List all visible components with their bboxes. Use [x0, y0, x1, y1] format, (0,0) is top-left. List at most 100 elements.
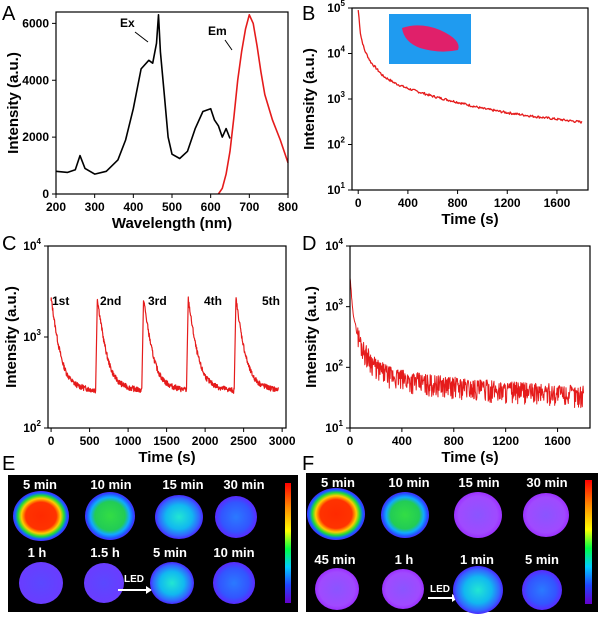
photo-e-label: 30 min — [223, 477, 264, 492]
led-arrow-head — [146, 586, 152, 594]
x-tick-label: 500 — [162, 200, 182, 214]
x-tick-label: 600 — [201, 200, 221, 214]
annotation-ex: Ex — [120, 16, 135, 30]
cycle-label: 5th — [262, 294, 280, 308]
sample-photo-glow — [402, 25, 459, 52]
x-tick-label: 1600 — [544, 434, 571, 448]
y-tick-label: 103 — [325, 298, 343, 314]
panel-letter-a: A — [2, 3, 16, 25]
sample-disc — [453, 566, 503, 614]
sample-disc — [381, 492, 429, 538]
y-tick-label: 102 — [23, 419, 41, 435]
color-scale-bar — [585, 480, 592, 604]
y-axis-label: Intensity (a.u.) — [5, 52, 22, 154]
series-line — [55, 14, 231, 175]
x-tick-label: 800 — [278, 200, 298, 214]
y-tick-label: 103 — [327, 90, 345, 106]
y-tick-label: 102 — [325, 358, 343, 374]
x-axis-label: Time (s) — [138, 449, 195, 466]
photo-e-label: 10 min — [213, 545, 254, 560]
sample-disc — [215, 496, 257, 538]
sample-disc — [150, 562, 194, 604]
x-tick-label: 300 — [85, 200, 105, 214]
series-line — [357, 10, 583, 124]
x-tick-label: 400 — [398, 196, 418, 210]
sample-disc — [454, 492, 502, 538]
plot-frame — [47, 245, 287, 429]
photo-f-label: 5 min — [321, 475, 355, 490]
x-tick-label: 400 — [392, 434, 412, 448]
photo-e-label: 5 min — [153, 545, 187, 560]
y-tick-label: 102 — [327, 136, 345, 152]
y-tick-label: 101 — [325, 419, 343, 435]
x-tick-label: 1200 — [494, 196, 521, 210]
y-tick-label: 104 — [23, 237, 41, 253]
cycle-label: 1st — [52, 294, 69, 308]
sample-disc — [155, 495, 203, 539]
photo-f-label: 5 min — [525, 552, 559, 567]
photo-panel-f: 5 min 10 min 15 min 30 min 45 min 1 h 1 … — [306, 473, 598, 614]
photo-f-label: 1 h — [395, 552, 414, 567]
x-tick-label: 1200 — [492, 434, 519, 448]
y-axis-label: Intensity (a.u.) — [301, 48, 318, 150]
panel-letter-b: B — [302, 3, 315, 25]
x-tick-label: 0 — [347, 434, 354, 448]
x-tick-label: 0 — [355, 196, 362, 210]
photo-f-label: 1 min — [460, 552, 494, 567]
y-tick-label: 6000 — [22, 16, 49, 30]
y-tick-label: 0 — [42, 187, 49, 201]
x-tick-label: 500 — [80, 434, 100, 448]
x-tick-label: 700 — [239, 200, 259, 214]
chart-c: 0 500 1000 1500 2000 2500 3000 102 103 104 Time (s… — [3, 237, 296, 466]
color-scale-bar — [285, 483, 291, 603]
x-tick-label: 0 — [48, 434, 55, 448]
led-label: LED — [124, 574, 144, 585]
chart-b: 0 400 800 1200 1600 101 102 103 104 105 Time (s) In… — [301, 0, 589, 228]
y-tick-label: 104 — [325, 237, 343, 253]
sample-disc — [19, 562, 63, 604]
photo-e-label: 1.5 h — [90, 545, 120, 560]
sample-disc — [523, 493, 569, 537]
chart-a: 200 300 400 500 600 700 800 0 2000 4000 6000 Wavele… — [5, 11, 298, 232]
y-tick-label: 2000 — [22, 130, 49, 144]
x-tick-label: 3000 — [269, 434, 296, 448]
x-tick-label: 2500 — [230, 434, 257, 448]
x-tick-label: 200 — [46, 200, 66, 214]
series-line — [50, 296, 279, 394]
sample-disc — [315, 568, 359, 610]
x-tick-label: 800 — [444, 434, 464, 448]
sample-disc — [307, 488, 365, 540]
panel-letter-c: C — [2, 233, 16, 255]
y-tick-label: 4000 — [22, 73, 49, 87]
x-axis-label: Time (s) — [441, 211, 498, 228]
photo-panel-e: 5 min 10 min 15 min 30 min 1 h 1.5 h 5 m… — [8, 475, 298, 612]
panel-letter-d: D — [302, 233, 316, 255]
annotation-em: Em — [208, 24, 227, 38]
cycle-label: 4th — [204, 294, 222, 308]
panel-letter-e: E — [2, 453, 15, 475]
plot-frame — [55, 11, 289, 195]
series-line — [349, 278, 584, 409]
sample-disc — [522, 570, 562, 610]
photo-f-label: 10 min — [388, 475, 429, 490]
sample-disc — [382, 569, 424, 609]
photo-e-label: 15 min — [162, 477, 203, 492]
panel-letter-f: F — [302, 453, 314, 475]
photo-f-label: 15 min — [458, 475, 499, 490]
y-axis-label: Intensity (a.u.) — [303, 286, 320, 388]
annotation-ex-arrow — [134, 31, 149, 43]
x-tick-label: 2000 — [192, 434, 219, 448]
x-tick-label: 1600 — [544, 196, 571, 210]
sample-disc — [213, 562, 255, 604]
sample-disc — [84, 563, 124, 603]
x-axis-label: Time (s) — [441, 449, 498, 466]
y-tick-label: 105 — [327, 0, 345, 15]
photo-e-label: 10 min — [90, 477, 131, 492]
series-line — [217, 14, 289, 195]
x-axis-label: Wavelength (nm) — [112, 215, 232, 232]
photo-f-label: 30 min — [526, 475, 567, 490]
y-tick-label: 103 — [23, 328, 41, 344]
plot-frame — [349, 245, 591, 429]
